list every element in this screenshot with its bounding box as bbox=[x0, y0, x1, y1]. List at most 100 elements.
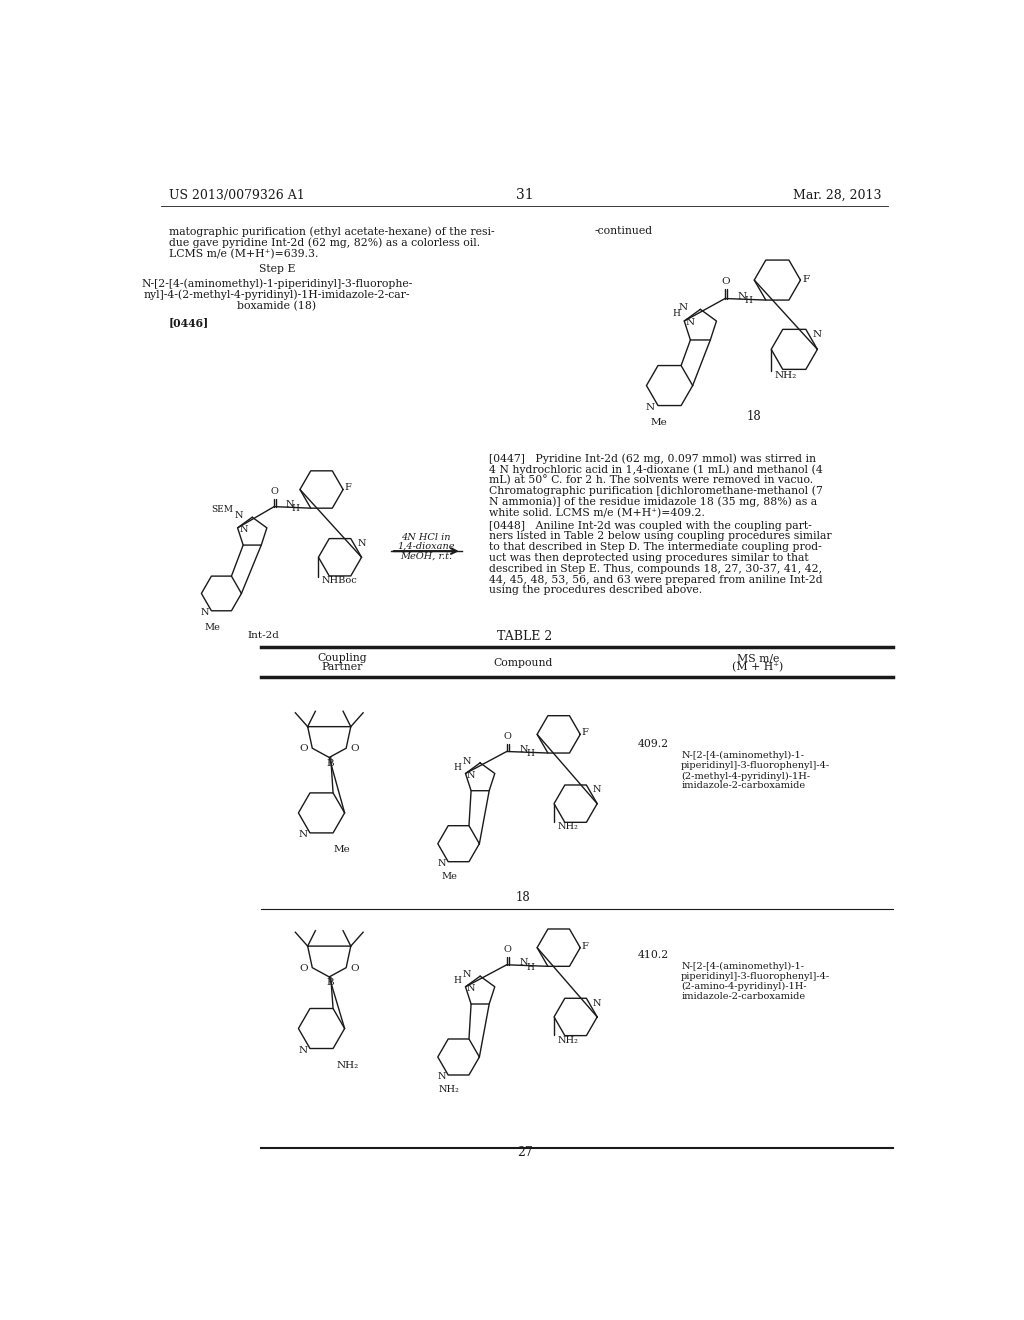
Text: N-[2-[4-(aminomethyl)-1-piperidinyl]-3-fluorophe-: N-[2-[4-(aminomethyl)-1-piperidinyl]-3-f… bbox=[141, 279, 413, 289]
Text: H: H bbox=[526, 962, 535, 972]
Text: piperidinyl]-3-fluorophenyl]-4-: piperidinyl]-3-fluorophenyl]-4- bbox=[681, 762, 830, 771]
Text: US 2013/0079326 A1: US 2013/0079326 A1 bbox=[169, 189, 305, 202]
Text: N: N bbox=[593, 999, 601, 1007]
Text: O: O bbox=[299, 964, 307, 973]
Text: O: O bbox=[504, 945, 511, 954]
Text: Step E: Step E bbox=[259, 264, 295, 275]
Text: 31: 31 bbox=[516, 189, 534, 202]
Text: N-[2-[4-(aminomethyl)-1-: N-[2-[4-(aminomethyl)-1- bbox=[681, 751, 804, 760]
Text: Me: Me bbox=[204, 623, 220, 632]
Text: [0448]   Aniline Int-2d was coupled with the coupling part-: [0448] Aniline Int-2d was coupled with t… bbox=[489, 520, 812, 531]
Text: imidazole-2-carboxamide: imidazole-2-carboxamide bbox=[681, 993, 805, 1002]
Text: N: N bbox=[686, 318, 695, 327]
Text: O: O bbox=[351, 964, 359, 973]
Text: Me: Me bbox=[334, 845, 350, 854]
Text: described in Step E. Thus, compounds 18, 27, 30-37, 41, 42,: described in Step E. Thus, compounds 18,… bbox=[489, 564, 822, 574]
Text: nyl]-4-(2-methyl-4-pyridinyl)-1H-imidazole-2-car-: nyl]-4-(2-methyl-4-pyridinyl)-1H-imidazo… bbox=[143, 289, 410, 300]
Text: white solid. LCMS m/e (M+H⁺)=409.2.: white solid. LCMS m/e (M+H⁺)=409.2. bbox=[489, 507, 706, 517]
Text: [0446]: [0446] bbox=[169, 317, 209, 327]
Text: N: N bbox=[299, 1045, 307, 1055]
Text: N: N bbox=[593, 785, 601, 795]
Text: piperidinyl]-3-fluorophenyl]-4-: piperidinyl]-3-fluorophenyl]-4- bbox=[681, 973, 830, 981]
Text: -continued: -continued bbox=[594, 226, 652, 236]
Text: 44, 45, 48, 53, 56, and 63 were prepared from aniline Int-2d: 44, 45, 48, 53, 56, and 63 were prepared… bbox=[489, 574, 823, 585]
Text: O: O bbox=[722, 277, 730, 286]
Text: NH₂: NH₂ bbox=[557, 822, 578, 832]
Text: LCMS m/e (M+H⁺)=639.3.: LCMS m/e (M+H⁺)=639.3. bbox=[169, 248, 318, 259]
Text: boxamide (18): boxamide (18) bbox=[238, 301, 316, 312]
Text: N ammonia)] of the residue imidazole 18 (35 mg, 88%) as a: N ammonia)] of the residue imidazole 18 … bbox=[489, 496, 817, 507]
Text: (M + H⁺): (M + H⁺) bbox=[732, 663, 783, 672]
Text: N: N bbox=[201, 607, 209, 616]
Text: NH₂: NH₂ bbox=[557, 1036, 578, 1044]
Text: F: F bbox=[582, 729, 589, 738]
Text: Mar. 28, 2013: Mar. 28, 2013 bbox=[793, 189, 882, 202]
Text: N: N bbox=[240, 525, 248, 533]
Text: H: H bbox=[454, 763, 462, 772]
Text: Coupling: Coupling bbox=[317, 653, 368, 663]
Text: 18: 18 bbox=[516, 891, 530, 904]
Text: matographic purification (ethyl acetate-hexane) of the resi-: matographic purification (ethyl acetate-… bbox=[169, 226, 495, 236]
Text: uct was then deprotected using procedures similar to that: uct was then deprotected using procedure… bbox=[489, 553, 809, 564]
Text: [0447]   Pyridine Int-2d (62 mg, 0.097 mmol) was stirred in: [0447] Pyridine Int-2d (62 mg, 0.097 mmo… bbox=[489, 453, 816, 465]
Text: mL) at 50° C. for 2 h. The solvents were removed in vacuo.: mL) at 50° C. for 2 h. The solvents were… bbox=[489, 475, 813, 486]
Text: 27: 27 bbox=[517, 1146, 532, 1159]
Text: H: H bbox=[526, 750, 535, 758]
Text: 4N HCl in: 4N HCl in bbox=[401, 533, 451, 541]
Text: (2-methyl-4-pyridinyl)-1H-: (2-methyl-4-pyridinyl)-1H- bbox=[681, 771, 810, 780]
Text: N: N bbox=[357, 539, 366, 548]
Text: N: N bbox=[234, 511, 243, 520]
Text: N: N bbox=[646, 403, 655, 412]
Text: N: N bbox=[299, 830, 307, 840]
Text: Me: Me bbox=[441, 873, 458, 882]
Text: H: H bbox=[454, 977, 462, 985]
Text: NH₂: NH₂ bbox=[439, 1085, 460, 1094]
Text: N: N bbox=[437, 859, 445, 867]
Text: B: B bbox=[327, 759, 334, 768]
Text: N: N bbox=[737, 292, 746, 301]
Text: SEM: SEM bbox=[212, 506, 233, 513]
Text: MS m/e: MS m/e bbox=[737, 653, 779, 663]
Text: H: H bbox=[292, 504, 299, 513]
Text: O: O bbox=[299, 744, 307, 754]
Text: N: N bbox=[463, 970, 471, 979]
Text: NH₂: NH₂ bbox=[774, 371, 797, 380]
Text: ners listed in Table 2 below using coupling procedures similar: ners listed in Table 2 below using coupl… bbox=[489, 532, 833, 541]
Text: (2-amino-4-pyridinyl)-1H-: (2-amino-4-pyridinyl)-1H- bbox=[681, 982, 807, 991]
Text: N: N bbox=[813, 330, 822, 339]
Text: N: N bbox=[467, 771, 475, 780]
Text: O: O bbox=[504, 731, 511, 741]
Text: F: F bbox=[345, 483, 351, 492]
Text: due gave pyridine Int-2d (62 mg, 82%) as a colorless oil.: due gave pyridine Int-2d (62 mg, 82%) as… bbox=[169, 238, 480, 248]
Text: N: N bbox=[520, 958, 528, 968]
Text: N: N bbox=[463, 756, 471, 766]
Text: H: H bbox=[744, 296, 753, 305]
Text: 4 N hydrochloric acid in 1,4-dioxane (1 mL) and methanol (4: 4 N hydrochloric acid in 1,4-dioxane (1 … bbox=[489, 465, 823, 475]
Text: using the procedures described above.: using the procedures described above. bbox=[489, 585, 702, 595]
Text: B: B bbox=[327, 978, 334, 987]
Text: MeOH, r.t.: MeOH, r.t. bbox=[400, 552, 453, 560]
Text: Compound: Compound bbox=[494, 657, 553, 668]
Text: NH₂: NH₂ bbox=[337, 1061, 359, 1069]
Text: 409.2: 409.2 bbox=[637, 739, 669, 748]
Text: N: N bbox=[679, 304, 688, 313]
Text: F: F bbox=[803, 275, 810, 284]
Text: O: O bbox=[271, 487, 279, 496]
Text: Partner: Partner bbox=[322, 663, 362, 672]
Text: TABLE 2: TABLE 2 bbox=[498, 630, 552, 643]
Text: N: N bbox=[437, 1072, 445, 1081]
Text: imidazole-2-carboxamide: imidazole-2-carboxamide bbox=[681, 781, 805, 791]
Text: Int-2d: Int-2d bbox=[247, 631, 279, 640]
Text: to that described in Step D. The intermediate coupling prod-: to that described in Step D. The interme… bbox=[489, 543, 822, 552]
Text: Chromatographic purification [dichloromethane-methanol (7: Chromatographic purification [dichlorome… bbox=[489, 486, 823, 496]
Text: F: F bbox=[582, 941, 589, 950]
Text: O: O bbox=[351, 744, 359, 754]
Text: Me: Me bbox=[650, 418, 668, 426]
Text: N: N bbox=[467, 983, 475, 993]
Text: N: N bbox=[285, 500, 294, 508]
Text: NHBoc: NHBoc bbox=[322, 576, 357, 585]
Text: 18: 18 bbox=[746, 409, 762, 422]
Text: N: N bbox=[520, 744, 528, 754]
Text: 410.2: 410.2 bbox=[637, 950, 669, 961]
Text: N-[2-[4-(aminomethyl)-1-: N-[2-[4-(aminomethyl)-1- bbox=[681, 962, 804, 972]
